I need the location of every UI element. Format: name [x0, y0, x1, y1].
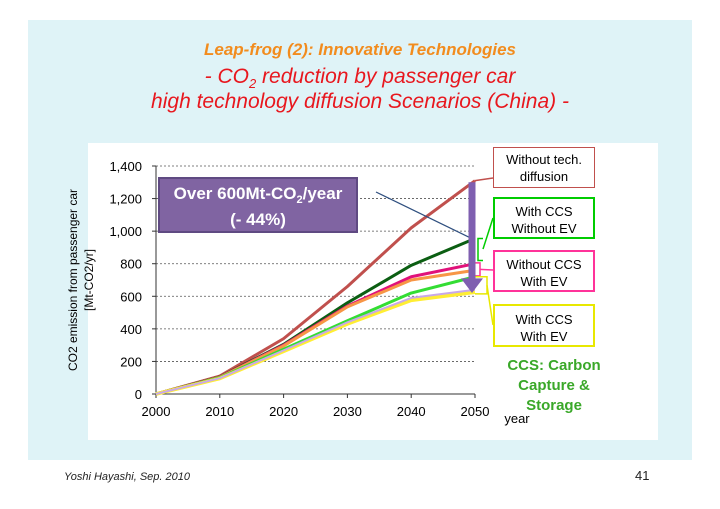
x-tick-label-2: 2020 [269, 404, 298, 419]
connector-bracket-ccs [477, 237, 483, 262]
y-tick-label-5: 1,000 [109, 224, 142, 239]
y-tick-label-0: 0 [135, 387, 142, 402]
x-tick-label-1: 2010 [205, 404, 234, 419]
callout-ccs-without-ev: With CCS Without EV [493, 197, 595, 239]
x-tick-label-5: 2050 [461, 404, 490, 419]
reduction-pointer-line [375, 191, 471, 239]
x-tick-label-0: 2000 [142, 404, 171, 419]
subtitle-co2-text: - CO [204, 65, 249, 88]
connector-ccs-with-ev [486, 285, 494, 326]
callout-without-tech-line1: Without tech. [506, 152, 582, 167]
author-credit: Yoshi Hayashi, Sep. 2010 [64, 471, 190, 483]
reduction-percent: (- 44%) [230, 210, 286, 229]
series-line-2 [155, 262, 476, 396]
connector-ccs-without-ev [482, 217, 494, 250]
callout-without-ccs-with-ev: Without CCS With EV [493, 250, 595, 292]
series-line-1 [155, 237, 476, 396]
x-tick-label-4: 2040 [397, 404, 426, 419]
reduction-per-year: /year [302, 184, 343, 203]
reduction-box: Over 600Mt-CO2/year (- 44%) [158, 177, 358, 233]
slide-title: Leap-frog (2): Innovative Technologies [203, 40, 516, 59]
x-axis-label: year [504, 411, 530, 426]
callout-ccs-no-ev-line1: With CCS [515, 204, 573, 219]
y-tick-label-2: 400 [120, 322, 142, 337]
callout-no-ccs-ev-line2: With EV [520, 274, 568, 289]
ccs-note-line1: CCS: Carbon [507, 357, 601, 374]
reduction-co2-subscript: 2 [296, 194, 303, 206]
y-axis-label-line1: CO2 emission from passenger car [66, 189, 80, 371]
callout-ccs-ev-line2: With EV [520, 329, 568, 344]
x-tick-label-3: 2030 [333, 404, 362, 419]
connector-without-tech [474, 177, 494, 182]
callout-without-tech-line2: diffusion [519, 169, 569, 184]
ccs-note-line2: Capture & [518, 377, 590, 394]
reduction-box-line1: Over 600Mt-CO2/year [160, 182, 356, 208]
subtitle-co2-subscript: 2 [248, 76, 257, 91]
connector-bracket-ev [475, 262, 481, 277]
y-axis-label-line2: [Mt-CO2/yr] [82, 249, 96, 311]
y-tick-label-1: 200 [120, 354, 142, 369]
subtitle-reduction-text: reduction by passenger car [256, 65, 516, 88]
callout-ccs-with-ev: With CCS With EV [493, 304, 595, 347]
callout-without-tech-diffusion: Without tech. diffusion [493, 147, 595, 188]
callout-ccs-ev-line1: With CCS [515, 312, 573, 327]
reduction-arrow-head [461, 278, 483, 294]
series-line-5 [155, 290, 476, 396]
ccs-note-line3: Storage [526, 397, 582, 414]
y-tick-label-4: 800 [120, 257, 142, 272]
slide-subtitle-line2: high technology diffusion Scenarios (Chi… [151, 90, 569, 113]
y-tick-label-7: 1,400 [109, 159, 142, 174]
connector-without-ccs-with-ev [479, 268, 494, 271]
callout-ccs-no-ev-line2: Without EV [511, 221, 577, 236]
series-line-6 [155, 288, 476, 395]
ccs-definition-note: CCS: Carbon Capture & Storage [499, 356, 609, 416]
page-number: 41 [635, 468, 650, 483]
reduction-co2-text: Over 600Mt-CO [173, 184, 297, 203]
y-tick-label-6: 1,200 [109, 192, 142, 207]
y-tick-label-3: 600 [120, 289, 142, 304]
callout-no-ccs-ev-line1: Without CCS [506, 257, 582, 272]
slide-subtitle-line1: - CO2 reduction by passenger car [0, 65, 720, 91]
